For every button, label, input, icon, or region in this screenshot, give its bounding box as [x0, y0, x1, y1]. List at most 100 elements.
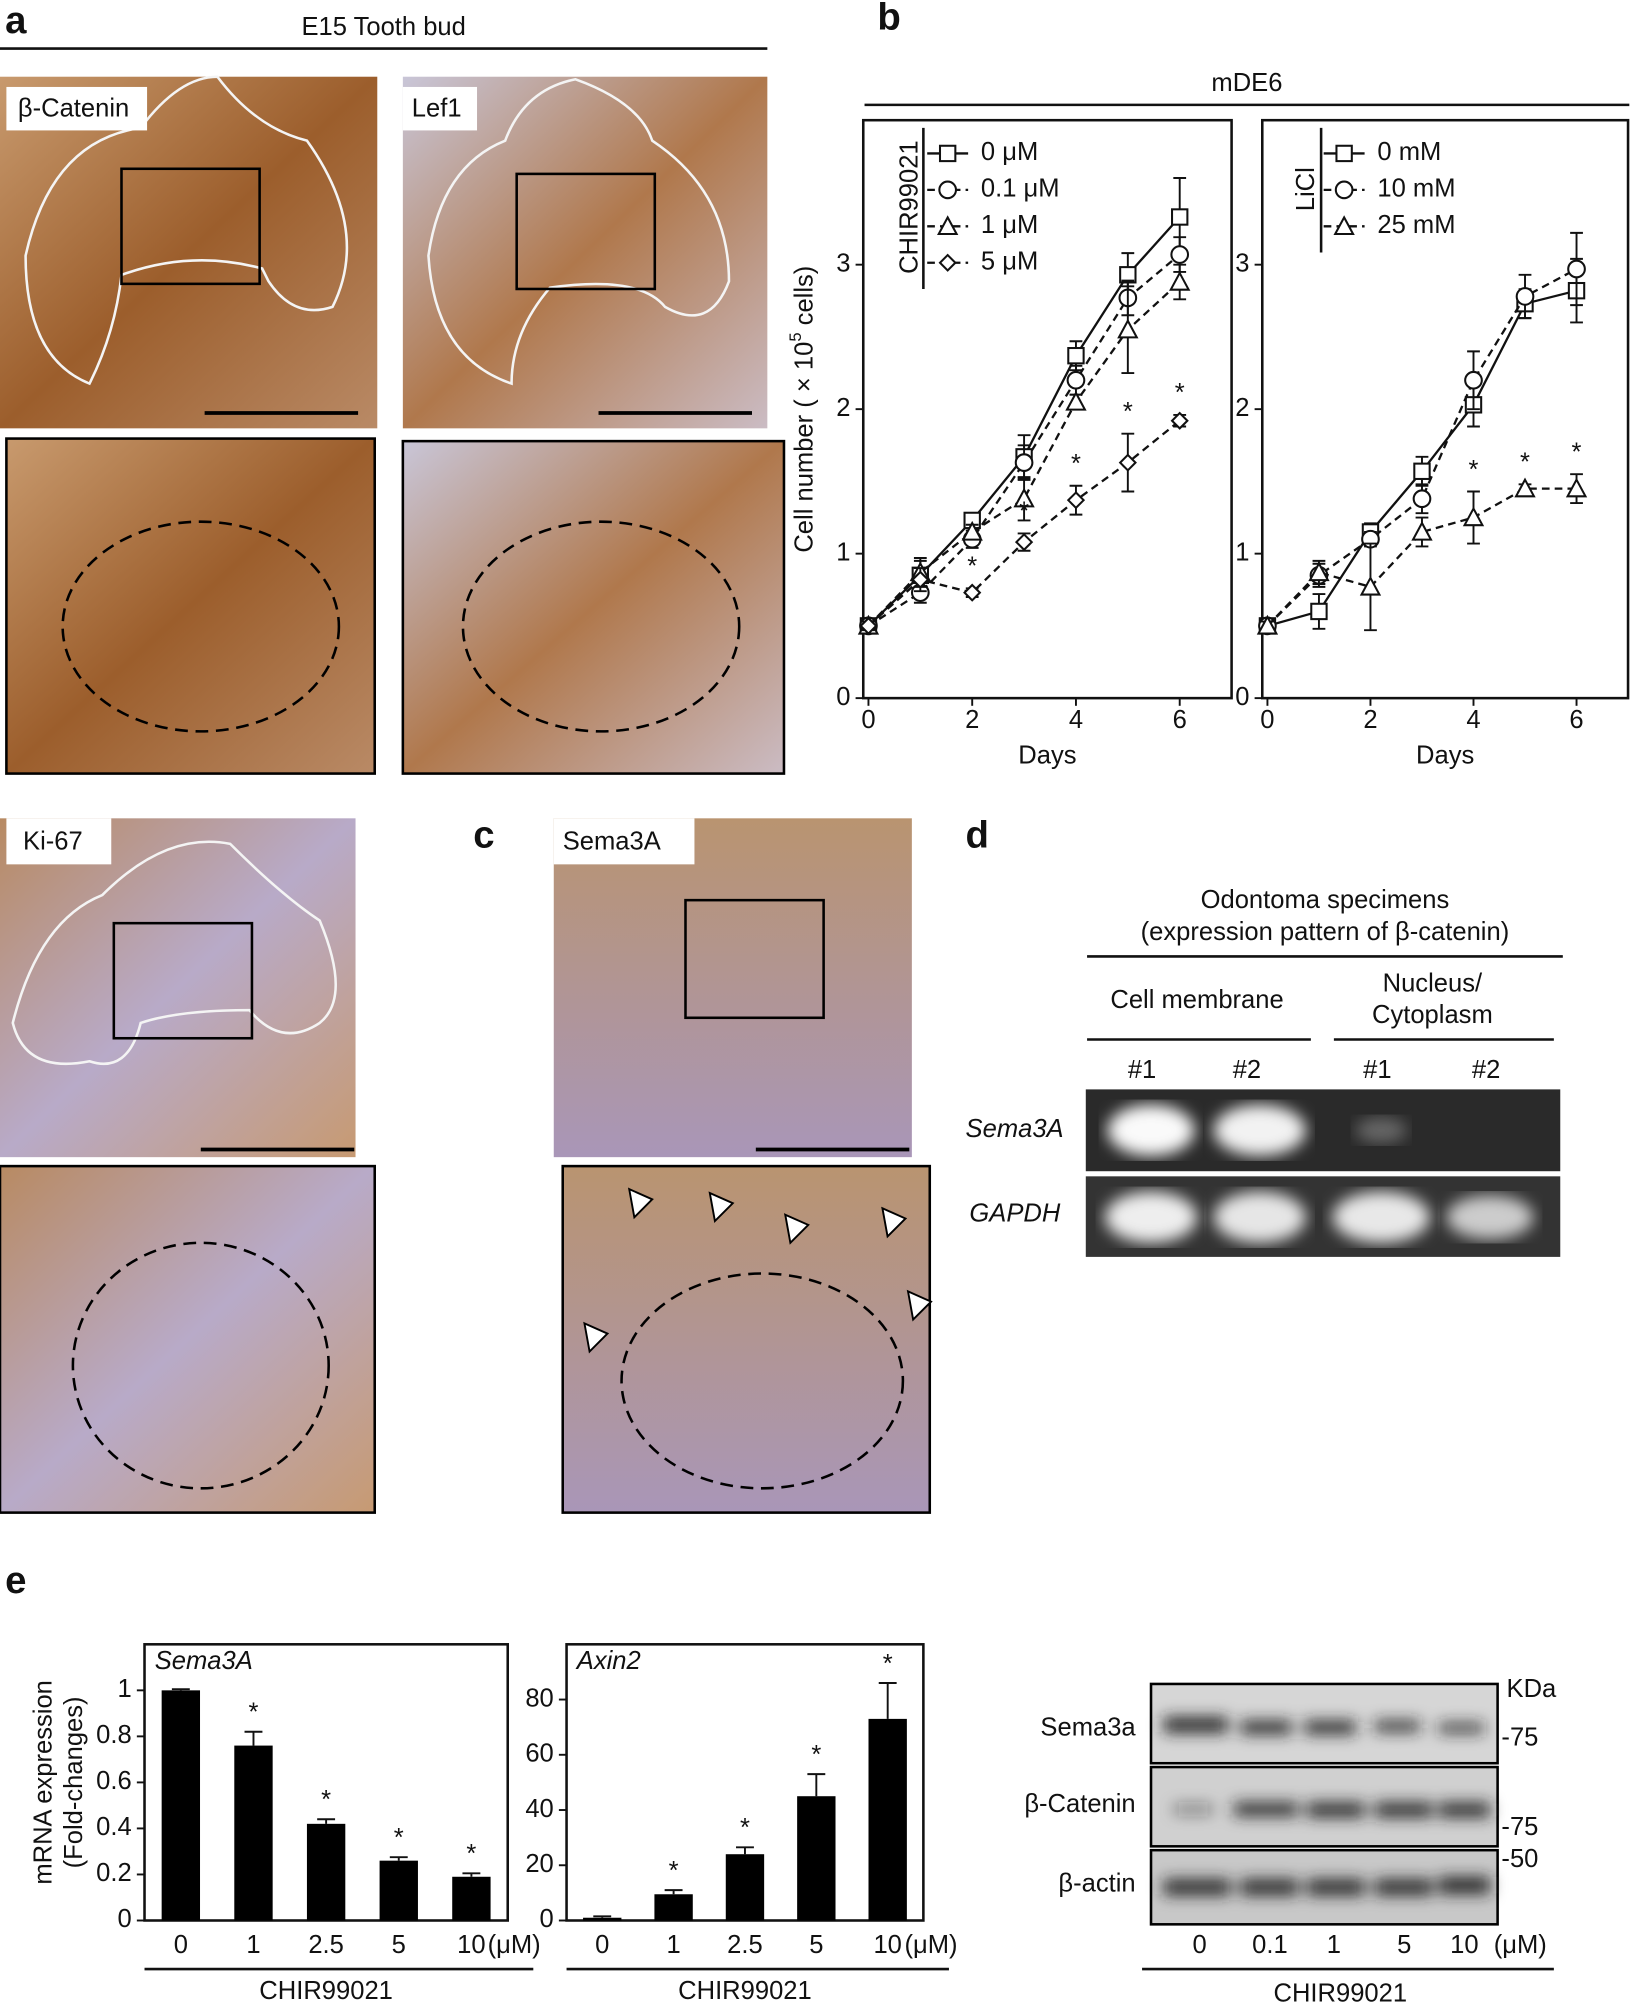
legend-marker — [1334, 180, 1354, 200]
legend-label: 0 μM — [981, 138, 1038, 166]
data-point — [1117, 318, 1139, 339]
legend-label: 10 mM — [1377, 175, 1455, 203]
data-point — [1308, 561, 1330, 582]
legend-marker — [938, 253, 957, 272]
y-tick-label: 20 — [525, 1850, 553, 1878]
panel-letter: a — [5, 0, 27, 42]
y-tick-label: 0.2 — [96, 1859, 132, 1887]
legend-title: CHIR99021 — [895, 140, 923, 274]
x-tick-label: 5 — [809, 1931, 823, 1959]
panel-header: mDE6 — [1211, 69, 1282, 97]
y-axis-label: Cell number ( × 105 cells) — [786, 266, 818, 553]
y-tick-label: 3 — [1235, 249, 1249, 277]
x-axis-label: CHIR99021 — [259, 1977, 393, 2005]
group-label: Cell membrane — [1110, 986, 1283, 1014]
gel-title: (expression pattern of β-catenin) — [1141, 918, 1510, 946]
y-tick-label: 1 — [836, 538, 850, 566]
x-tick-label: 4 — [1466, 706, 1480, 734]
label-box — [6, 818, 112, 865]
significance-mark: * — [1071, 450, 1081, 478]
lane-label: #2 — [1233, 1056, 1261, 1084]
lane-label: #1 — [1363, 1056, 1391, 1084]
panel-letter: d — [966, 814, 989, 857]
data-point — [1066, 491, 1086, 510]
gel — [1085, 1089, 1561, 1257]
gel-title: Odontoma specimens — [1201, 886, 1450, 914]
error-bar — [807, 1773, 826, 1797]
x-axis-label: CHIR99021 — [678, 1977, 812, 2005]
significance-mark: * — [1520, 449, 1530, 477]
y-tick-label: 0 — [1235, 683, 1249, 711]
significance-mark: * — [321, 1786, 331, 1814]
significance-mark: * — [967, 553, 977, 581]
y-axis-label-part: cells) — [790, 266, 818, 333]
gene-label: GAPDH — [969, 1199, 1060, 1227]
bar — [797, 1796, 836, 1921]
legend-label: 1 μM — [981, 211, 1038, 239]
x-tick-label: 1 — [246, 1931, 260, 1959]
x-tick-label: 2.5 — [727, 1931, 763, 1959]
bar — [583, 1917, 622, 1921]
legend-marker — [938, 180, 958, 200]
y-tick-label: 80 — [525, 1684, 553, 1712]
blot-row-label: β-actin — [1058, 1869, 1135, 1897]
data-point — [1118, 453, 1137, 472]
gene-label: Sema3A — [966, 1115, 1064, 1143]
error-bar — [171, 1688, 190, 1691]
x-unit-label: (μM) — [488, 1931, 541, 1959]
data-point — [1413, 462, 1431, 480]
data-point — [1310, 602, 1328, 621]
x-tick-label: 5 — [392, 1931, 406, 1959]
panel-letter: e — [5, 1559, 26, 1602]
x-axis-label: Days — [1018, 742, 1076, 770]
y-tick-label: 0 — [836, 683, 850, 711]
stain-label: Sema3A — [563, 827, 661, 855]
significance-mark: * — [394, 1824, 404, 1852]
x-tick-label: 0 — [595, 1931, 609, 1959]
blot-lane-label: 5 — [1397, 1931, 1411, 1959]
x-tick-label: 1 — [666, 1931, 680, 1959]
significance-mark: * — [1019, 498, 1029, 526]
x-tick-label: 2 — [965, 706, 979, 734]
bar — [379, 1860, 418, 1921]
x-tick-label: 0 — [174, 1931, 188, 1959]
data-point — [1171, 208, 1189, 226]
lane-label: #1 — [1128, 1056, 1156, 1084]
y-tick-label: 2 — [836, 394, 850, 422]
significance-mark: * — [740, 1814, 750, 1842]
data-point — [1567, 259, 1586, 279]
y-tick-label: 2 — [1235, 394, 1249, 422]
data-point — [1014, 532, 1034, 552]
bar — [725, 1854, 765, 1921]
x-tick-label: 6 — [1569, 706, 1583, 734]
data-point — [1515, 287, 1535, 306]
significance-mark: * — [669, 1857, 679, 1885]
label-box — [6, 86, 148, 131]
data-point — [1169, 270, 1191, 291]
legend-marker — [938, 144, 957, 163]
blot-lane-label: 1 — [1327, 1931, 1341, 1959]
blot-unit: (μM) — [1494, 1931, 1547, 1959]
data-point — [1066, 370, 1086, 390]
western-blot — [1149, 1682, 1499, 1926]
bar — [306, 1823, 346, 1921]
y-tick-label: 3 — [836, 249, 850, 277]
panel-letter: b — [877, 0, 900, 38]
error-bar — [317, 1818, 336, 1824]
bar — [161, 1690, 201, 1921]
significance-mark: * — [466, 1840, 476, 1868]
blot-marker: -75 — [1501, 1724, 1538, 1752]
legend-label: 25 mM — [1377, 211, 1455, 239]
error-bar — [462, 1872, 481, 1877]
x-tick-label: 10 — [873, 1931, 901, 1959]
blot-marker: -50 — [1501, 1845, 1538, 1873]
legend-title: LiCl — [1292, 167, 1320, 211]
bar — [868, 1718, 907, 1921]
y-tick-label: 0.6 — [96, 1767, 132, 1795]
data-point — [961, 520, 983, 541]
blot-marker: -75 — [1501, 1813, 1538, 1841]
error-bar — [593, 1915, 612, 1918]
significance-mark: * — [883, 1650, 893, 1678]
data-point — [1514, 477, 1536, 498]
bar — [234, 1745, 273, 1921]
